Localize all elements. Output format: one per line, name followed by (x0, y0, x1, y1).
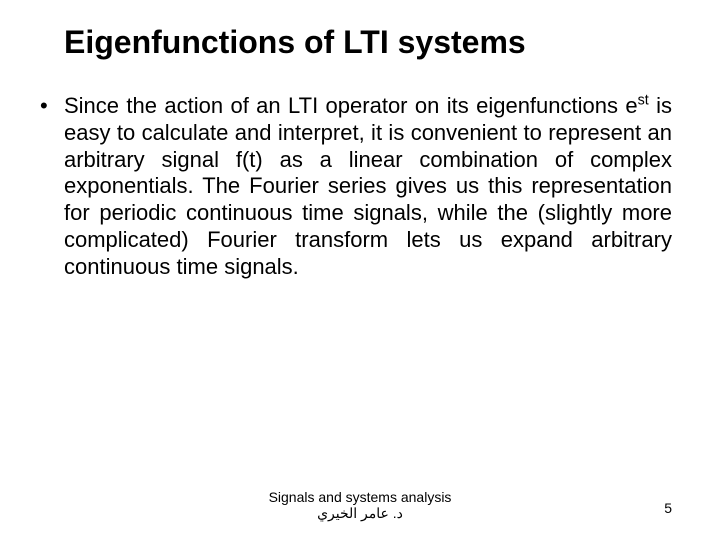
footer-author: د. عامر الخيري (0, 505, 720, 522)
bullet-text-post: is easy to calculate and interpret, it i… (64, 93, 672, 279)
bullet-marker: • (40, 93, 64, 281)
slide-title: Eigenfunctions of LTI systems (64, 24, 672, 61)
page-number: 5 (664, 500, 672, 516)
footer-course: Signals and systems analysis (0, 489, 720, 505)
bullet-text-pre: Since the action of an LTI operator on i… (64, 93, 638, 118)
footer: Signals and systems analysis د. عامر الخ… (0, 489, 720, 522)
bullet-item: • Since the action of an LTI operator on… (64, 93, 672, 281)
slide: Eigenfunctions of LTI systems • Since th… (0, 0, 720, 540)
bullet-text-sup: st (638, 93, 649, 109)
slide-body: • Since the action of an LTI operator on… (64, 93, 672, 281)
bullet-text: Since the action of an LTI operator on i… (64, 93, 672, 281)
